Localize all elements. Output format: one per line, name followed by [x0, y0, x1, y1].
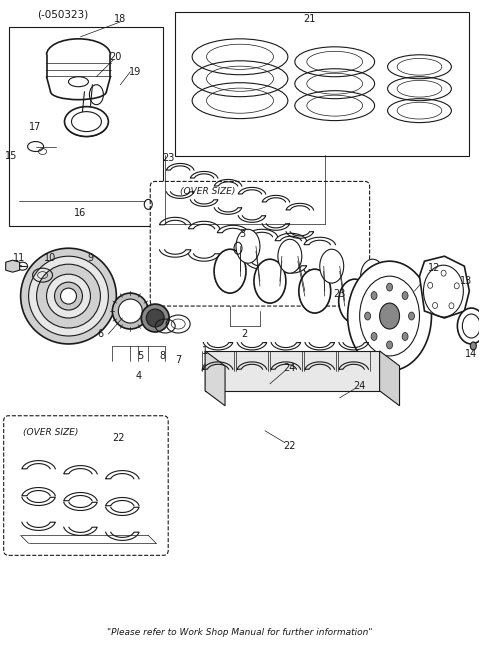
Text: (OVER SIZE): (OVER SIZE) [180, 187, 236, 196]
Ellipse shape [299, 269, 331, 313]
Ellipse shape [141, 304, 169, 332]
Text: 4: 4 [135, 371, 141, 381]
Text: 11: 11 [12, 253, 25, 263]
Ellipse shape [408, 312, 415, 320]
Text: 23: 23 [334, 289, 346, 299]
Ellipse shape [320, 249, 344, 283]
Text: 18: 18 [114, 14, 126, 24]
Ellipse shape [365, 312, 371, 320]
Text: 12: 12 [428, 263, 441, 273]
Text: 10: 10 [45, 253, 57, 263]
Text: 2: 2 [241, 329, 247, 339]
Text: 7: 7 [175, 355, 181, 365]
Text: 14: 14 [465, 349, 478, 359]
Text: 16: 16 [74, 209, 86, 218]
Ellipse shape [402, 292, 408, 300]
Ellipse shape [339, 279, 371, 323]
Ellipse shape [457, 308, 480, 344]
Text: 6: 6 [97, 329, 104, 339]
Ellipse shape [112, 293, 148, 329]
Ellipse shape [47, 274, 90, 318]
Ellipse shape [55, 282, 83, 310]
Text: "Please refer to Work Shop Manual for further information": "Please refer to Work Shop Manual for fu… [107, 628, 373, 637]
Text: 15: 15 [4, 152, 17, 161]
FancyBboxPatch shape [4, 416, 168, 556]
Text: 23: 23 [162, 154, 174, 163]
Text: 22: 22 [112, 433, 125, 443]
Ellipse shape [214, 249, 246, 293]
Ellipse shape [360, 259, 384, 293]
Ellipse shape [146, 309, 164, 327]
Ellipse shape [402, 333, 408, 340]
Ellipse shape [386, 283, 393, 291]
Ellipse shape [470, 342, 476, 350]
Text: 20: 20 [109, 52, 121, 62]
Text: 5: 5 [137, 351, 144, 361]
Text: 9: 9 [87, 253, 94, 263]
Text: (-050323): (-050323) [37, 10, 89, 20]
Text: 21: 21 [304, 14, 316, 24]
Ellipse shape [386, 341, 393, 349]
Ellipse shape [29, 256, 108, 336]
Ellipse shape [371, 292, 377, 300]
Text: 1: 1 [202, 346, 208, 356]
Polygon shape [6, 260, 20, 272]
Text: 13: 13 [460, 276, 472, 286]
Ellipse shape [278, 239, 302, 273]
Ellipse shape [379, 289, 410, 333]
Text: 24: 24 [353, 381, 366, 391]
Polygon shape [205, 351, 225, 406]
Text: (OVER SIZE): (OVER SIZE) [23, 428, 78, 437]
Ellipse shape [348, 261, 432, 371]
Text: 22: 22 [284, 441, 296, 451]
Bar [175, 12, 469, 157]
Text: 8: 8 [159, 351, 165, 361]
Ellipse shape [119, 299, 142, 323]
Text: 3: 3 [239, 229, 245, 239]
Polygon shape [205, 351, 380, 391]
Ellipse shape [60, 288, 76, 304]
Ellipse shape [371, 333, 377, 340]
FancyBboxPatch shape [150, 182, 370, 306]
Polygon shape [420, 256, 469, 318]
Ellipse shape [236, 230, 260, 263]
Ellipse shape [254, 259, 286, 303]
Text: 17: 17 [29, 121, 42, 132]
Ellipse shape [36, 264, 100, 328]
Ellipse shape [380, 303, 399, 329]
Ellipse shape [21, 248, 116, 344]
Polygon shape [380, 351, 399, 406]
Text: 19: 19 [129, 67, 142, 77]
Bar [9, 27, 163, 226]
Text: 24: 24 [284, 363, 296, 373]
